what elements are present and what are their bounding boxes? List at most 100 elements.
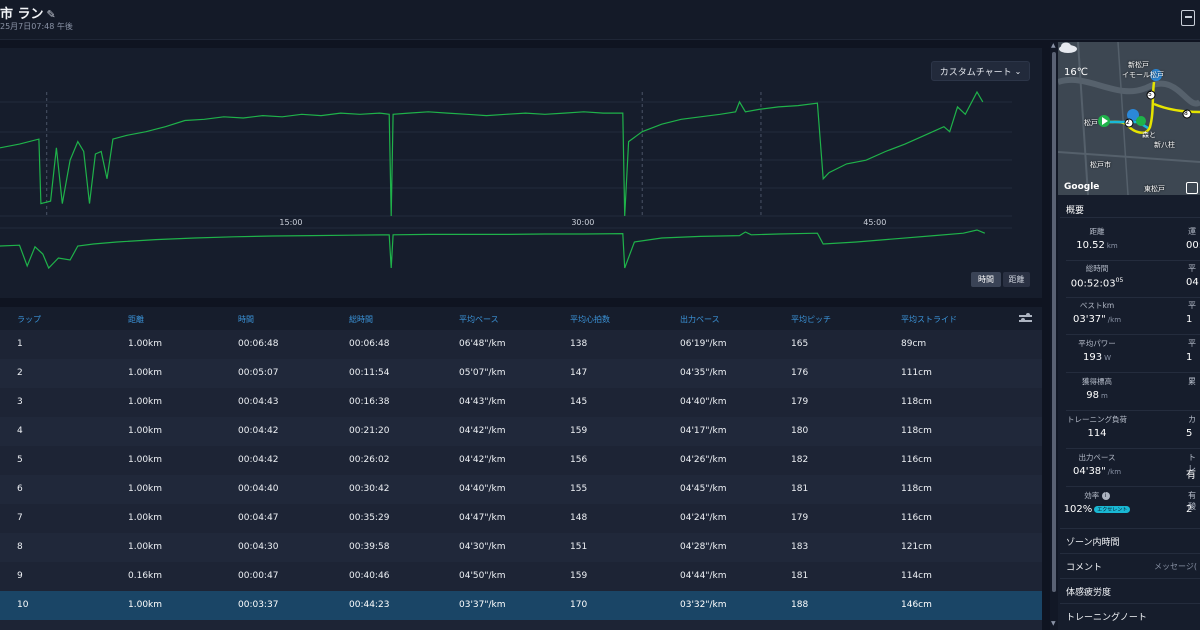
cell-avg-stride: 116cm xyxy=(901,513,932,523)
scrollbar-thumb[interactable] xyxy=(1052,52,1056,592)
cell-avg-stride: 118cm xyxy=(901,397,932,407)
cell-time: 00:04:43 xyxy=(238,397,279,407)
stat-unit: /km xyxy=(1107,316,1122,324)
divider xyxy=(1066,260,1200,261)
col-header-avg-pace[interactable]: 平均ペース xyxy=(459,315,499,324)
cell-time: 00:04:42 xyxy=(238,426,279,436)
fullscreen-icon[interactable] xyxy=(1186,182,1198,194)
divider xyxy=(1066,448,1200,449)
chart-grid xyxy=(0,92,1012,217)
cell-distance: 1.00km xyxy=(128,513,163,523)
divider xyxy=(1060,578,1200,579)
laps-table-header: ラップ 距離 時間 総時間 平均ペース 平均心拍数 出力ペース 平均ピッチ 平均… xyxy=(0,307,1042,330)
cell-distance: 0.16km xyxy=(128,571,163,581)
col-header-avg-cadence[interactable]: 平均ピッチ xyxy=(791,315,831,324)
table-row[interactable]: 7 1.00km 00:04:47 00:35:29 04'47"/km 148 04'24… xyxy=(0,504,1042,533)
edit-pencil-icon[interactable]: ✎ xyxy=(46,8,56,21)
cell-avg-cadence: 181 xyxy=(791,571,809,581)
table-row[interactable]: 10 1.00km 00:03:37 00:44:23 03'37"/km 170 03'3… xyxy=(0,591,1042,620)
cell-avg-cadence: 179 xyxy=(791,397,809,407)
cell-avg-hr: 170 xyxy=(570,600,588,610)
cell-distance: 1.00km xyxy=(128,542,163,552)
table-row[interactable]: 3 1.00km 00:04:43 00:16:38 04'43"/km 145 04'40… xyxy=(0,388,1042,417)
col-header-lap[interactable]: ラップ xyxy=(17,315,41,324)
toggle-time-button[interactable]: 時間 xyxy=(971,272,1001,287)
stat-label: 獲得標高 xyxy=(1082,377,1112,386)
zone-time-section[interactable]: ゾーン内時間 xyxy=(1066,538,1120,548)
cell-avg-hr: 159 xyxy=(570,571,588,581)
comment-section[interactable]: コメント xyxy=(1066,563,1103,573)
activity-chart[interactable]: 15:00 30:00 45:00 xyxy=(0,48,1042,298)
cell-time: 00:00:47 xyxy=(238,571,279,581)
stat-label: トレーニング負荷 xyxy=(1067,415,1127,424)
map-label-matsudo: 松戸 xyxy=(1084,119,1098,127)
scroll-down-icon[interactable]: ▼ xyxy=(1051,620,1056,627)
perceived-exertion-section[interactable]: 体感疲労度 xyxy=(1066,588,1112,598)
comment-message-link[interactable]: メッセージ( xyxy=(1154,562,1197,571)
table-row[interactable]: 1 1.00km 00:06:48 00:06:48 06'48"/km 138 06'19… xyxy=(0,330,1042,359)
training-note-section[interactable]: トレーニングノート xyxy=(1066,613,1147,623)
col-header-avg-stride[interactable]: 平均ストライド xyxy=(901,315,957,324)
cell-avg-cadence: 180 xyxy=(791,426,809,436)
cell-power-pace: 04'28"/km xyxy=(680,542,727,552)
stat-value-clipped: 1 xyxy=(1186,314,1193,325)
scroll-up-icon[interactable]: ▲ xyxy=(1051,42,1056,49)
activity-datetime: 25月7日07:48 午後 xyxy=(0,22,73,31)
cell-avg-stride: 121cm xyxy=(901,542,932,552)
col-header-avg-hr[interactable]: 平均心拍数 xyxy=(570,315,610,324)
cell-time: 00:04:42 xyxy=(238,455,279,465)
column-settings-icon[interactable] xyxy=(1019,313,1032,323)
col-header-total-time[interactable]: 総時間 xyxy=(349,315,373,324)
cell-power-pace: 04'26"/km xyxy=(680,455,727,465)
cell-avg-hr: 151 xyxy=(570,542,588,552)
stat-label-clipped: 有酸 xyxy=(1188,491,1196,511)
export-icon[interactable] xyxy=(1181,10,1195,26)
map-label-shinyahashira: 新八柱 xyxy=(1154,141,1175,149)
stat-value: 193 W xyxy=(1082,352,1111,363)
cell-avg-stride: 118cm xyxy=(901,484,932,494)
stat-value-clipped: 有 xyxy=(1186,470,1196,481)
stat-label: 効率 i xyxy=(1067,490,1127,501)
main-scrollbar[interactable]: ▲ ▼ xyxy=(1050,42,1058,630)
divider xyxy=(1060,528,1200,529)
col-header-distance[interactable]: 距離 xyxy=(128,315,144,324)
cell-total-time: 00:39:58 xyxy=(349,542,390,552)
custom-chart-dropdown[interactable]: カスタムチャート ⌄ xyxy=(931,61,1030,81)
table-row[interactable]: 8 1.00km 00:04:30 00:39:58 04'30"/km 151 04'28… xyxy=(0,533,1042,562)
table-row[interactable]: 6 1.00km 00:04:40 00:30:42 04'40"/km 155 04'45… xyxy=(0,475,1042,504)
stat-label-clipped: 運 xyxy=(1188,227,1196,236)
cell-avg-hr: 138 xyxy=(570,339,588,349)
stat-value: 04'38"/km xyxy=(1072,466,1122,477)
custom-chart-label: カスタムチャート xyxy=(939,67,1012,78)
table-row[interactable]: 5 1.00km 00:04:42 00:26:02 04'42"/km 156 04'26… xyxy=(0,446,1042,475)
chart-series-main xyxy=(0,90,984,217)
divider xyxy=(1060,217,1200,218)
laps-table: ラップ 距離 時間 総時間 平均ペース 平均心拍数 出力ペース 平均ピッチ 平均… xyxy=(0,307,1042,630)
cell-avg-cadence: 188 xyxy=(791,600,809,610)
col-header-time[interactable]: 時間 xyxy=(238,315,254,324)
stat-value-sup: 05 xyxy=(1115,277,1124,284)
cell-total-time: 00:11:54 xyxy=(349,368,390,378)
map-graphic xyxy=(1058,42,1200,195)
col-header-power-pace[interactable]: 出力ペース xyxy=(680,315,720,324)
map-label-mall: イモール松戸 xyxy=(1122,71,1164,79)
stat-label: 平均パワー xyxy=(1078,339,1116,348)
cell-power-pace: 06'19"/km xyxy=(680,339,727,349)
cell-distance: 1.00km xyxy=(128,339,163,349)
table-row[interactable]: 2 1.00km 00:05:07 00:11:54 05'07"/km 147 04'35… xyxy=(0,359,1042,388)
table-row[interactable]: 4 1.00km 00:04:42 00:21:20 04'42"/km 159 04'17… xyxy=(0,417,1042,446)
series-line xyxy=(0,90,984,217)
route-map[interactable]: 16℃ 新松戸 イモール松戸 松戸 森と 新八柱 松戸市 東松戸 5 8 2 G… xyxy=(1058,42,1200,195)
info-icon[interactable]: i xyxy=(1101,492,1110,500)
table-row[interactable]: 9 0.16km 00:00:47 00:40:46 04'50"/km 159 04'44… xyxy=(0,562,1042,591)
stat-unit: W xyxy=(1104,354,1111,362)
cell-distance: 1.00km xyxy=(128,600,163,610)
stat-value: 114 xyxy=(1087,428,1107,439)
stat-label: ベストkm xyxy=(1079,301,1115,310)
map-marker-5: 5 xyxy=(1148,91,1152,98)
cell-lap: 6 xyxy=(17,484,23,494)
toggle-distance-button[interactable]: 距離 xyxy=(1003,272,1030,287)
cell-total-time: 00:16:38 xyxy=(349,397,390,407)
activity-title: 市 ラン ✎ xyxy=(0,3,56,22)
cell-power-pace: 04'45"/km xyxy=(680,484,727,494)
